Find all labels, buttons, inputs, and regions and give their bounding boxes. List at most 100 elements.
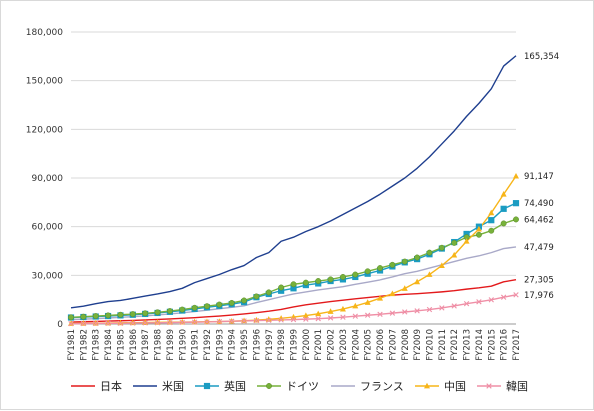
x-tick-label: FY1998 xyxy=(277,329,287,361)
data-point xyxy=(315,310,322,317)
legend: 日本 米国 英国 ドイツ フランス 中国 韓国 xyxy=(71,379,528,393)
legend-label: ドイツ xyxy=(286,380,319,393)
data-point xyxy=(488,217,495,224)
data-point xyxy=(414,308,420,314)
data-point xyxy=(216,318,223,325)
data-point xyxy=(327,308,334,314)
x-tick-label: FY1992 xyxy=(203,329,213,361)
data-point xyxy=(278,284,285,291)
series-markers xyxy=(67,172,520,327)
data-point xyxy=(204,303,210,310)
data-point xyxy=(439,305,445,311)
data-point xyxy=(80,320,87,327)
data-point xyxy=(475,231,482,238)
x-axis: FY1981 FY1982 FY1983 FY1984 FY1985 FY1986 FY19… xyxy=(67,329,522,361)
data-point xyxy=(352,302,359,309)
legend-label: フランス xyxy=(360,380,404,393)
x-tick-label: FY2014 xyxy=(475,329,485,361)
x-tick-label: FY2001 xyxy=(314,329,324,361)
data-point xyxy=(302,312,309,318)
data-point xyxy=(166,319,173,325)
data-point xyxy=(117,311,124,318)
data-point xyxy=(315,278,322,284)
x-tick-label: FY1988 xyxy=(154,329,164,361)
x-tick-label: FY1999 xyxy=(290,329,300,361)
data-point xyxy=(290,281,297,288)
data-point xyxy=(488,209,495,216)
data-point xyxy=(117,319,124,326)
x-tick-label: FY2015 xyxy=(487,329,497,361)
x-tick-label: FY2006 xyxy=(376,329,386,361)
x-tick-label: FY1982 xyxy=(79,329,89,361)
legend-item: 韓国 xyxy=(477,380,528,393)
x-tick-label: FY2007 xyxy=(388,329,398,361)
data-point xyxy=(512,200,520,207)
data-point xyxy=(179,319,185,326)
y-tick-label: 60,000 xyxy=(32,223,64,233)
data-point xyxy=(340,314,346,320)
y-tick-label: 150,000 xyxy=(26,77,63,87)
end-value-label: 17,976 xyxy=(524,291,554,301)
data-point xyxy=(500,191,507,197)
data-point xyxy=(500,294,507,300)
data-point xyxy=(191,304,198,311)
data-point xyxy=(513,172,519,179)
data-point xyxy=(105,320,111,327)
y-tick-label: 0 xyxy=(57,320,63,330)
x-tick-label: FY2000 xyxy=(302,329,312,361)
data-point xyxy=(68,320,74,327)
x-tick-label: FY1985 xyxy=(116,329,126,361)
data-point xyxy=(364,268,371,275)
data-point xyxy=(389,290,396,297)
data-point xyxy=(451,303,457,309)
x-tick-label: FY2016 xyxy=(500,329,510,361)
data-point xyxy=(352,313,358,319)
legend-item: 英国 xyxy=(195,379,246,393)
data-point xyxy=(241,318,247,324)
data-point xyxy=(179,306,186,313)
data-point xyxy=(513,216,519,223)
end-value-label: 165,354 xyxy=(524,52,559,62)
x-tick-label: FY2005 xyxy=(364,329,374,361)
data-point xyxy=(253,316,260,323)
data-point xyxy=(92,313,99,320)
data-point xyxy=(105,312,112,319)
legend-item: ドイツ xyxy=(257,380,319,393)
data-point xyxy=(228,299,235,306)
data-point xyxy=(377,295,384,301)
series-line xyxy=(70,202,517,319)
y-tick-label: 30,000 xyxy=(32,271,64,281)
data-point xyxy=(93,320,99,327)
legend-item: 米国 xyxy=(133,380,184,393)
x-tick-label: FY1984 xyxy=(104,329,114,361)
x-tick-label: FY2017 xyxy=(512,329,522,361)
data-point xyxy=(241,297,248,304)
data-point xyxy=(426,306,433,313)
data-point xyxy=(204,319,210,325)
data-point xyxy=(266,317,272,323)
data-point xyxy=(339,305,346,312)
series-line xyxy=(70,55,517,309)
x-tick-label: FY2008 xyxy=(401,329,411,361)
data-point xyxy=(364,312,371,318)
data-point xyxy=(154,309,161,316)
data-point xyxy=(191,319,198,325)
data-point xyxy=(476,299,482,305)
data-point xyxy=(265,289,272,296)
data-point xyxy=(463,238,470,244)
data-point xyxy=(278,315,285,321)
data-point xyxy=(303,316,309,322)
data-point xyxy=(80,313,87,320)
series-line xyxy=(70,175,517,325)
y-tick-label: 120,000 xyxy=(26,125,63,135)
y-tick-label: 180,000 xyxy=(26,28,63,38)
end-value-label: 64,462 xyxy=(524,215,554,225)
data-point xyxy=(117,320,124,326)
data-point xyxy=(424,382,430,389)
x-tick-label: FY2012 xyxy=(450,329,460,361)
x-tick-label: FY1986 xyxy=(129,329,139,361)
x-tick-label: FY2004 xyxy=(351,329,361,361)
x-tick-label: FY2013 xyxy=(463,329,473,361)
data-point xyxy=(167,319,173,326)
